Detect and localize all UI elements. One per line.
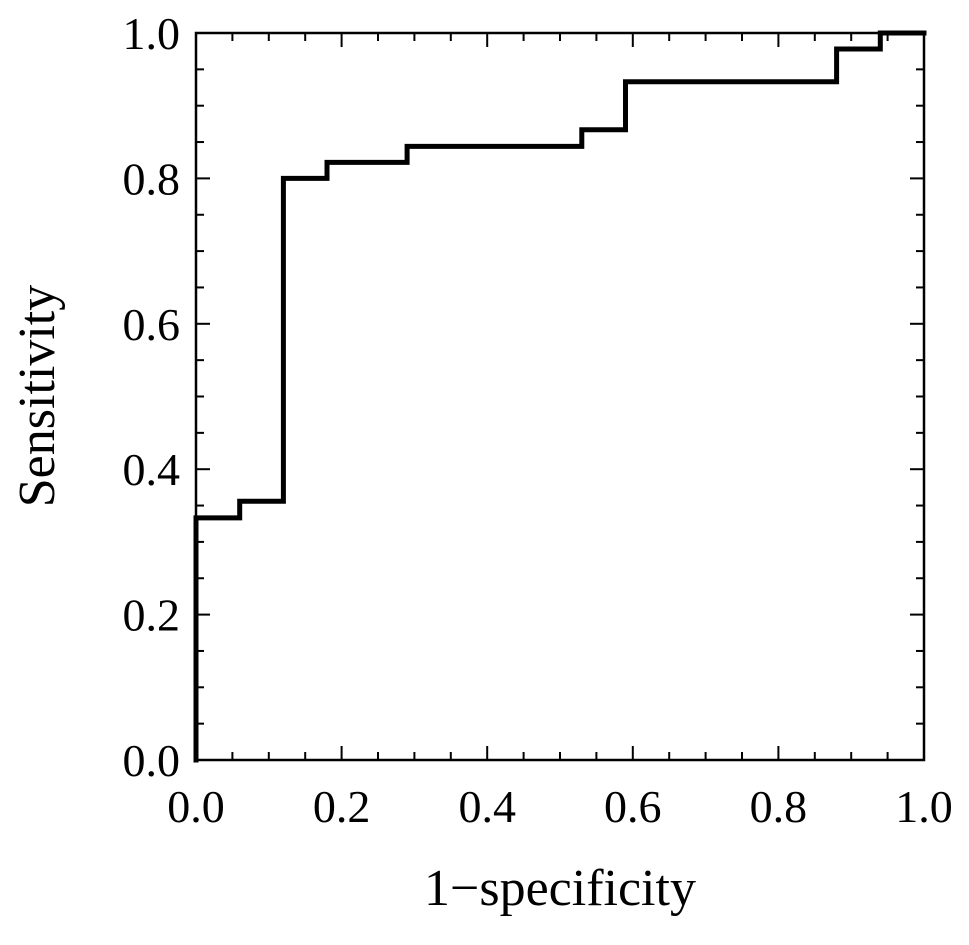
x-axis-label: 1−specificity xyxy=(424,860,696,917)
y-tick-label: 0.0 xyxy=(123,735,181,786)
y-tick-label: 0.4 xyxy=(123,444,181,495)
x-tick-label: 0.6 xyxy=(604,781,662,832)
y-tick-label: 0.6 xyxy=(123,299,181,350)
x-tick-labels: 0.0 0.2 0.4 0.6 0.8 1.0 xyxy=(167,781,953,832)
roc-curve xyxy=(193,30,927,763)
y-tick-label: 0.8 xyxy=(123,153,181,204)
x-tick-label: 1.0 xyxy=(895,781,953,832)
y-tick-labels: 0.0 0.2 0.4 0.6 0.8 1.0 xyxy=(123,8,181,786)
y-tick-label: 1.0 xyxy=(123,8,181,59)
y-axis-label: Sensitivity xyxy=(9,285,66,507)
plot-frame xyxy=(194,31,926,762)
x-tick-label: 0.8 xyxy=(750,781,808,832)
x-tick-label: 0.2 xyxy=(313,781,371,832)
axis-ticks xyxy=(195,32,925,761)
y-tick-label: 0.2 xyxy=(123,590,181,641)
x-tick-label: 0.4 xyxy=(458,781,516,832)
x-tick-label: 0.0 xyxy=(167,781,225,832)
